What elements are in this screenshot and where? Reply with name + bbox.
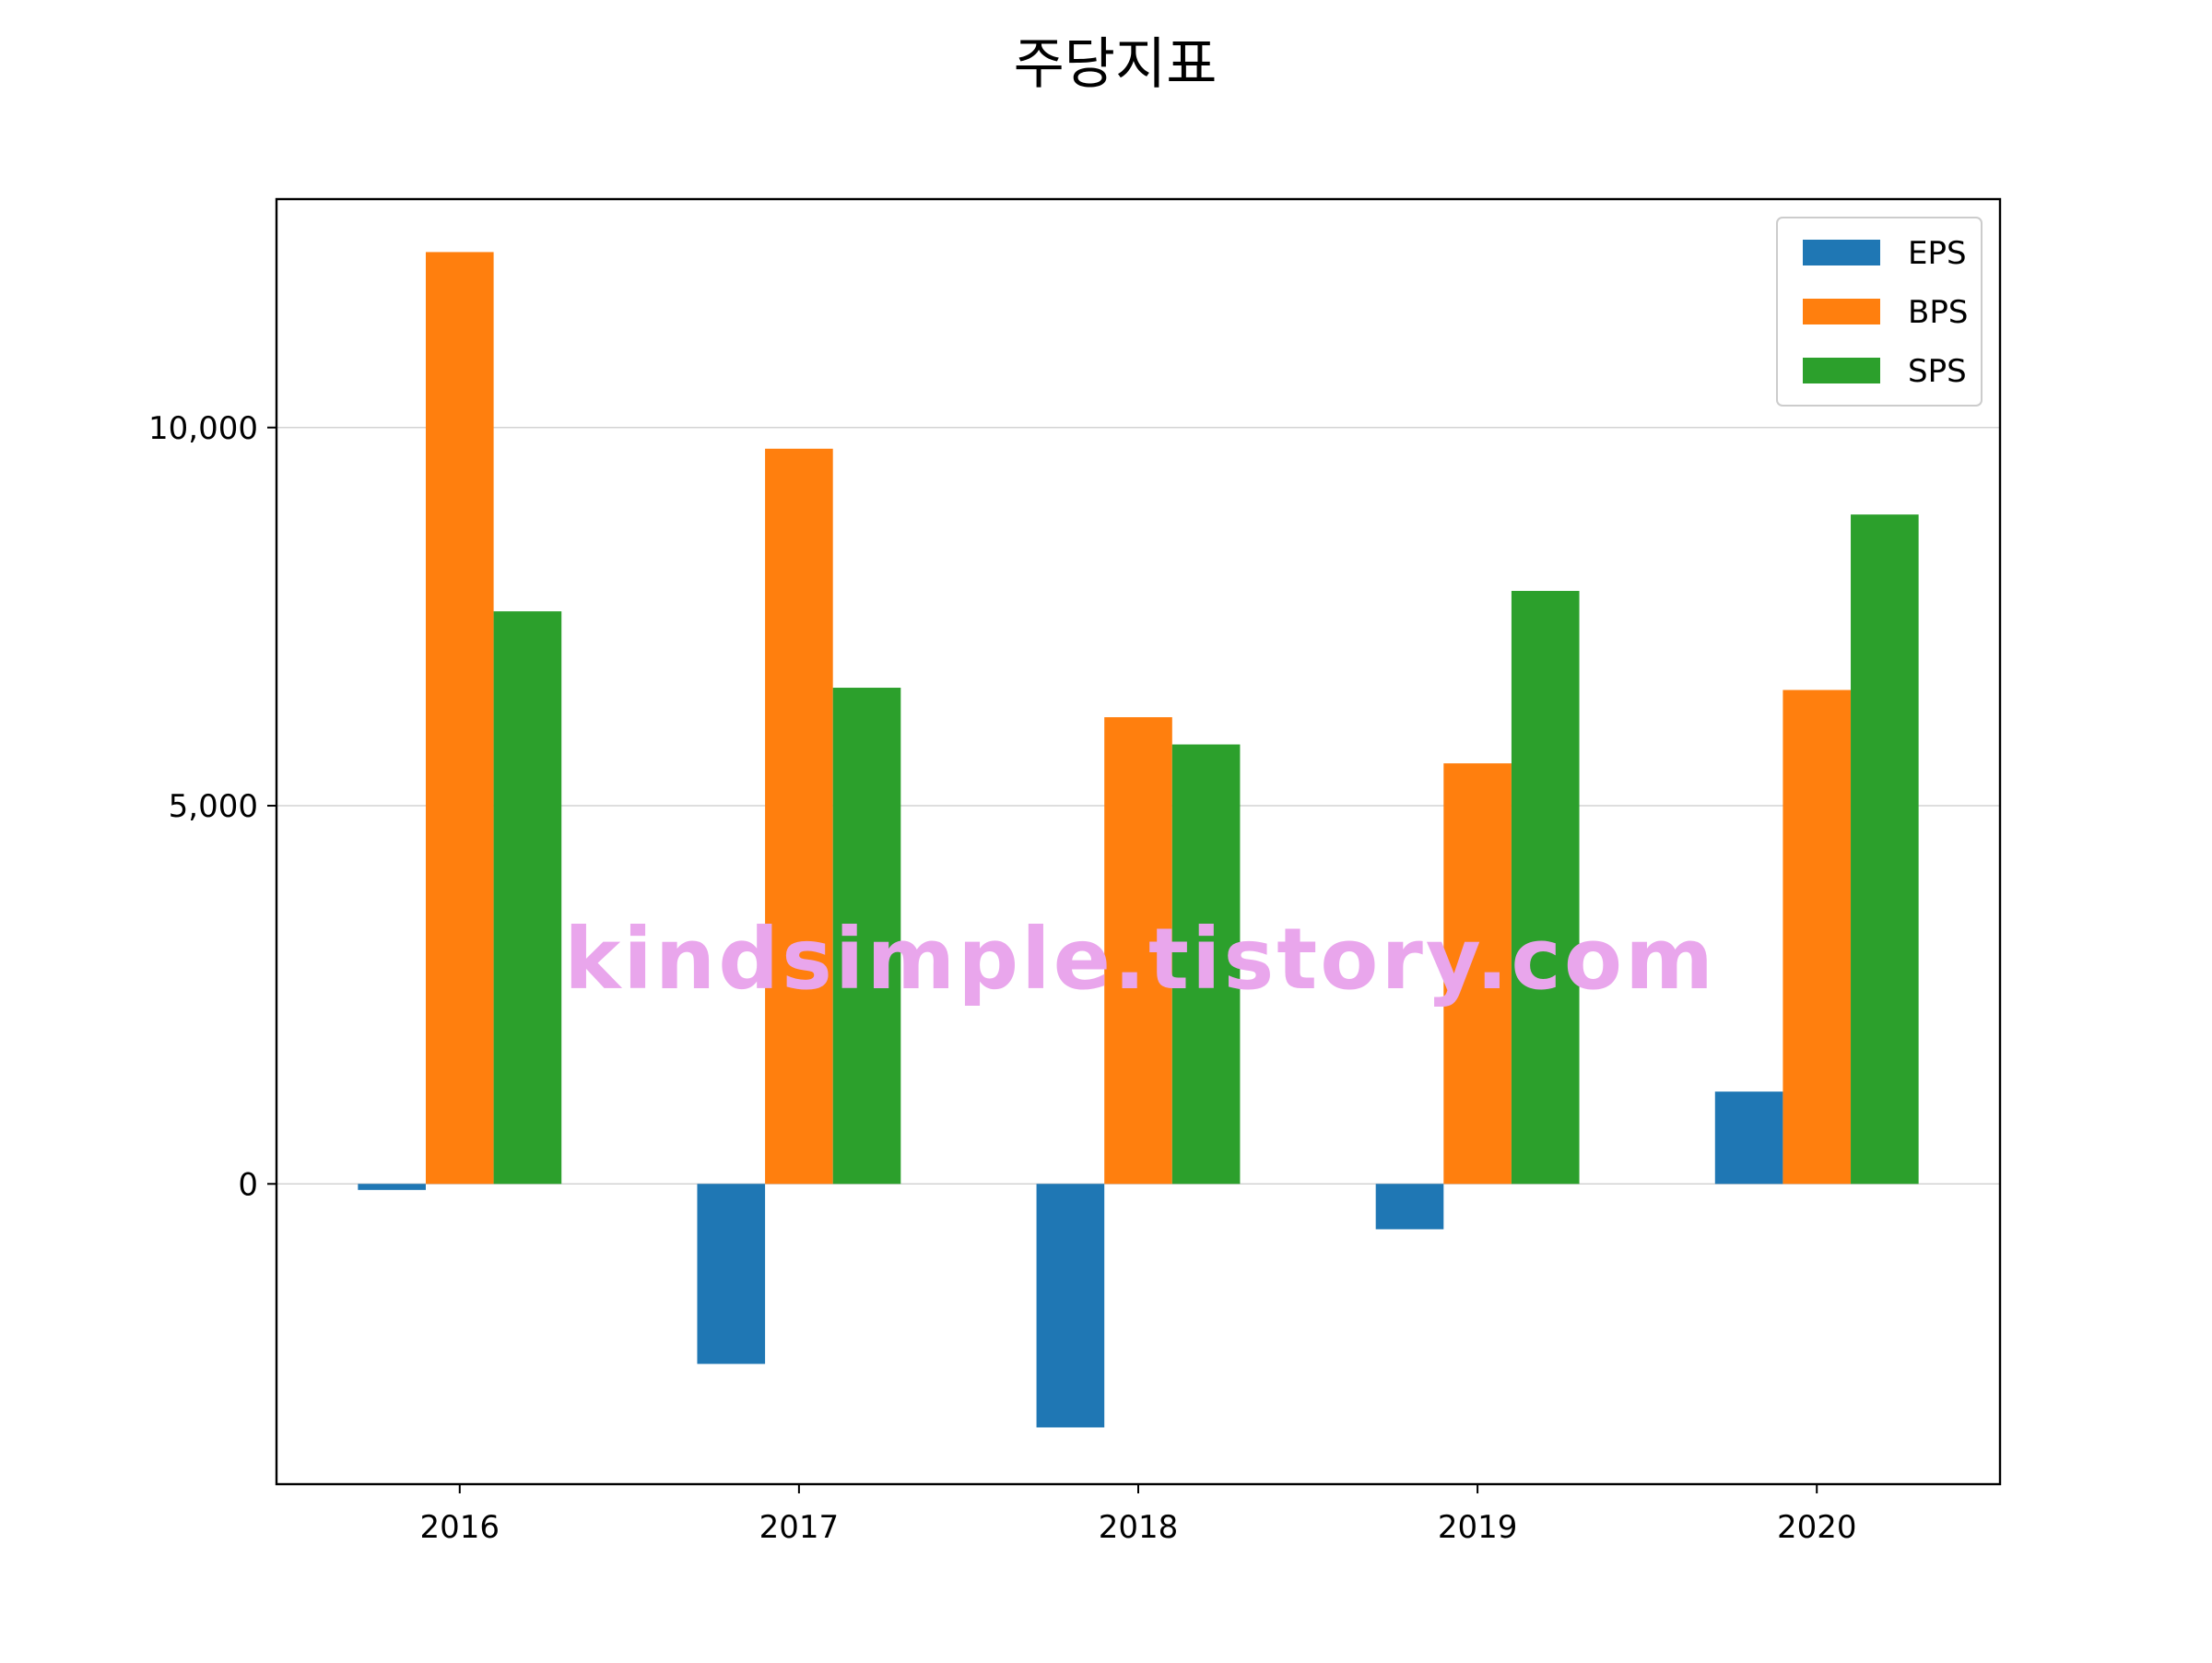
legend: EPS BPS SPS — [1776, 217, 1983, 407]
bar-bps-2017 — [765, 448, 833, 1185]
chart-title: 주당지표 — [1014, 32, 1218, 97]
bar-eps-2016 — [358, 1184, 426, 1190]
legend-items: EPS BPS SPS — [1803, 235, 1968, 390]
bar-bps-2020 — [1783, 690, 1852, 1185]
legend-swatch-eps — [1803, 240, 1880, 265]
bar-sps-2016 — [493, 611, 562, 1185]
bar-sps-2018 — [1171, 744, 1241, 1185]
bar-eps-2018 — [1036, 1184, 1105, 1428]
bar-eps-2019 — [1375, 1184, 1444, 1230]
legend-label-eps: EPS — [1908, 235, 1967, 272]
y-tick-label: 5,000 — [169, 788, 258, 825]
x-axis: 2016 2017 2018 2019 2020 — [420, 1484, 1857, 1546]
x-tick-label: 2018 — [1099, 1509, 1179, 1546]
x-tick-label: 2017 — [759, 1509, 840, 1546]
legend-swatch-sps — [1803, 358, 1880, 383]
bars — [358, 252, 1919, 1428]
x-tick-label: 2019 — [1438, 1509, 1518, 1546]
bar-sps-2017 — [832, 688, 901, 1185]
bar-bps-2016 — [425, 252, 494, 1185]
legend-swatch-bps — [1803, 299, 1880, 324]
y-tick-label: 10,000 — [148, 410, 258, 447]
legend-label-sps: SPS — [1908, 353, 1967, 390]
y-axis: 0 5,000 10,000 — [148, 410, 276, 1203]
bar-sps-2020 — [1851, 514, 1919, 1185]
bar-bps-2019 — [1443, 763, 1512, 1185]
bar-eps-2017 — [697, 1184, 766, 1364]
legend-label-bps: BPS — [1908, 294, 1968, 331]
y-tick-label: 0 — [238, 1166, 258, 1203]
watermark-text: kindsimple.tistory.com — [564, 910, 1716, 1008]
bar-sps-2019 — [1511, 591, 1580, 1185]
bar-bps-2018 — [1104, 717, 1172, 1185]
bar-eps-2020 — [1714, 1091, 1783, 1185]
x-tick-label: 2016 — [420, 1509, 500, 1546]
x-tick-label: 2020 — [1777, 1509, 1857, 1546]
